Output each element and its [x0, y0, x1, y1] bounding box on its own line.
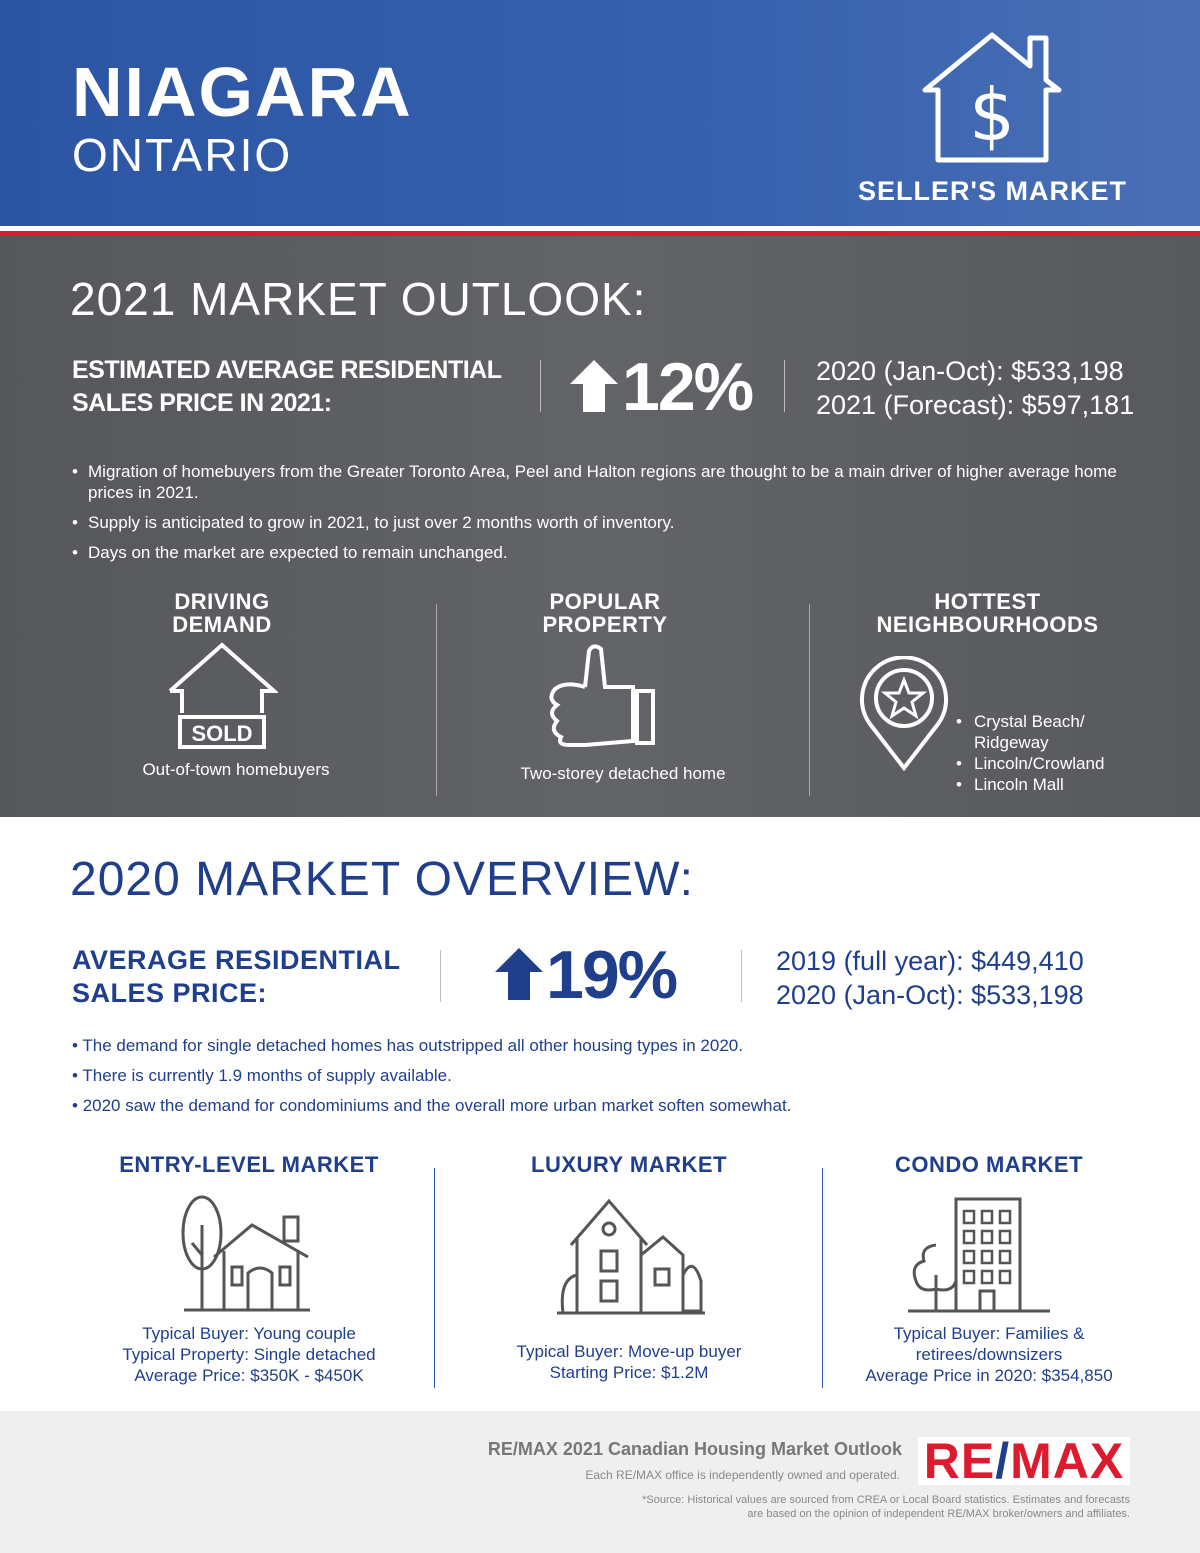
- overview-label: AVERAGE RESIDENTIAL SALES PRICE:: [72, 944, 401, 1010]
- outlook-label-line2: SALES PRICE IN 2021:: [72, 389, 332, 417]
- sold-sign-text: SOLD: [191, 721, 252, 746]
- overview-label-line2: SALES PRICE:: [72, 978, 268, 1008]
- price-label: 2021 (Forecast):: [816, 390, 1022, 420]
- bullet-item: • Supply is anticipated to grow in 2021, …: [72, 512, 1132, 533]
- price-value: $533,198: [971, 980, 1084, 1010]
- bullet-item: • Days on the market are expected to rema…: [72, 542, 1132, 563]
- house-tree-icon: [181, 1195, 310, 1312]
- price-value: $597,181: [1021, 390, 1135, 420]
- bullet-text: Migration of homebuyers from the Greater…: [88, 462, 1117, 502]
- price-value: $449,410: [971, 946, 1084, 976]
- province-title: ONTARIO: [72, 129, 293, 181]
- luxury-details: Typical Buyer: Move-up buyer Starting Pr…: [516, 1342, 742, 1382]
- overview-change: 19%: [546, 937, 678, 1013]
- luxury-house-icon: [557, 1198, 705, 1315]
- bullet-text: Supply is anticipated to grow in 2021, t…: [88, 513, 675, 532]
- entry-level-details: Typical Buyer: Young couple Typical Prop…: [122, 1324, 376, 1385]
- divider: [822, 1168, 823, 1388]
- outlook-prices: 2020 (Jan-Oct): $533,198 2021 (Forecast)…: [816, 354, 1134, 422]
- city-title: NIAGARA: [72, 53, 413, 131]
- market-type-label: SELLER'S MARKET: [858, 176, 1127, 206]
- divider: [784, 360, 785, 412]
- outlook-change: 12%: [622, 349, 754, 425]
- outlook-label-line1: ESTIMATED AVERAGE RESIDENTIAL: [72, 356, 502, 384]
- outlook-label: ESTIMATED AVERAGE RESIDENTIAL SALES PRIC…: [72, 354, 502, 420]
- price-label: 2020 (Jan-Oct):: [776, 980, 972, 1010]
- bullet-item: • 2020 saw the demand for condominiums a…: [72, 1096, 792, 1115]
- divider: [440, 950, 441, 1002]
- location-star-icon: [860, 656, 948, 772]
- hottest-neighbourhoods-title: HOTTEST NEIGHBOURHOODS: [876, 589, 1099, 637]
- luxury-title: LUXURY MARKET: [531, 1152, 727, 1177]
- condo-title: CONDO MARKET: [894, 1152, 1084, 1177]
- driving-demand-title: DRIVING DEMAND: [172, 589, 272, 637]
- sold-house-icon: SOLD: [168, 642, 278, 749]
- footer-source: *Source: Historical values are sourced f…: [642, 1494, 1130, 1520]
- popular-property-title: POPULAR PROPERTY: [542, 589, 668, 637]
- divider: [540, 360, 541, 412]
- price-value: $533,198: [1011, 356, 1124, 386]
- svg-text:$: $: [969, 73, 1015, 157]
- bullet-text: Days on the market are expected to remai…: [88, 543, 508, 562]
- divider: [741, 950, 742, 1002]
- divider: [434, 1168, 435, 1388]
- list-item: • Lincoln/Crowland: [956, 754, 1105, 773]
- footer-note: Each RE/MAX office is independently owne…: [585, 1468, 900, 1482]
- overview-title: 2020 MARKET OVERVIEW:: [70, 853, 694, 906]
- outlook-section: 2021 MARKET OUTLOOK: ESTIMATED AVERAGE R…: [0, 236, 1200, 817]
- header-banner: NIAGARA ONTARIO $ SELLER'S MARKET: [0, 0, 1200, 226]
- condo-details: Typical Buyer: Families & retirees/downs…: [865, 1324, 1113, 1385]
- outlook-title: 2021 MARKET OUTLOOK:: [70, 273, 647, 325]
- red-divider: [0, 226, 1200, 236]
- condo-building-icon: [908, 1197, 1050, 1313]
- divider: [809, 604, 810, 796]
- thumbs-up-icon: [549, 644, 655, 747]
- remax-logo: RE/MAX: [918, 1436, 1130, 1486]
- list-item: • Crystal Beach/ Ridgeway: [956, 712, 1085, 752]
- arrow-up-icon: [570, 360, 618, 412]
- overview-prices: 2019 (full year): $449,410 2020 (Jan-Oct…: [776, 944, 1084, 1012]
- bullet-item: • The demand for single detached homes h…: [72, 1036, 743, 1055]
- outlook-bullets: • Migration of homebuyers from the Greate…: [72, 461, 1132, 563]
- list-item: • Lincoln Mall: [956, 775, 1064, 794]
- arrow-up-icon: [495, 948, 543, 1000]
- footer: RE/MAX 2021 Canadian Housing Market Outl…: [0, 1411, 1200, 1553]
- driving-demand-caption: Out-of-town homebuyers: [142, 760, 330, 779]
- bullet-item: • Migration of homebuyers from the Greate…: [72, 461, 1132, 503]
- divider: [436, 604, 437, 796]
- overview-label-line1: AVERAGE RESIDENTIAL: [72, 945, 401, 975]
- price-label: 2020 (Jan-Oct):: [816, 356, 1012, 386]
- price-label: 2019 (full year):: [776, 946, 972, 976]
- house-dollar-icon: $: [922, 32, 1062, 163]
- popular-property-caption: Two-storey detached home: [520, 764, 726, 783]
- footer-title: RE/MAX 2021 Canadian Housing Market Outl…: [487, 1439, 902, 1459]
- neighbourhood-list: • Crystal Beach/ Ridgeway • Lincoln/Crowla…: [956, 711, 1156, 795]
- bullet-item: • There is currently 1.9 months of suppl…: [72, 1066, 452, 1085]
- entry-level-title: ENTRY-LEVEL MARKET: [119, 1152, 379, 1177]
- overview-bullets: • The demand for single detached homes h…: [72, 1035, 1132, 1116]
